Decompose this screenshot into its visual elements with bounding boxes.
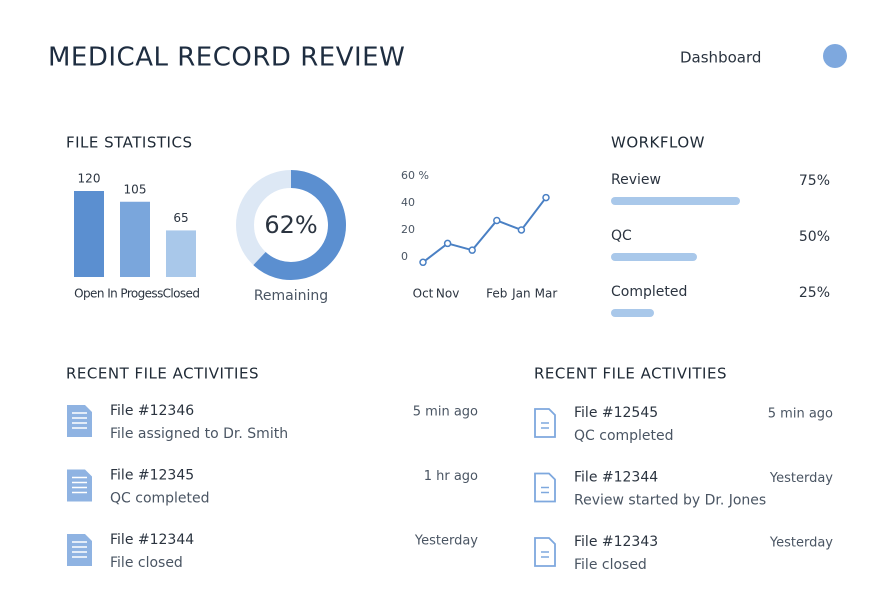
y-tick-label: 60 % xyxy=(401,169,429,182)
progress-bar xyxy=(611,253,697,261)
bar-value: 105 xyxy=(124,182,147,196)
workflow-value: 50% xyxy=(799,229,830,245)
file-icon xyxy=(67,405,92,437)
bar-label: Open xyxy=(74,287,104,301)
line-point xyxy=(443,239,452,248)
line-point xyxy=(517,226,526,234)
nav-link[interactable]: Dashboard xyxy=(680,49,761,67)
activity-text: File closed xyxy=(574,557,647,573)
line xyxy=(422,196,547,264)
section-title: FILE STATISTICS xyxy=(66,134,192,152)
section-title: WORKFLOW xyxy=(611,134,705,152)
workflow-value: 25% xyxy=(799,285,830,301)
bar-label: In Progess xyxy=(107,287,163,301)
file-icon xyxy=(67,469,92,502)
activity-text: QC completed xyxy=(110,491,210,507)
donut-label: Remaining xyxy=(254,288,328,304)
y-tick-label: 0 xyxy=(401,250,408,263)
line-point xyxy=(419,258,427,267)
workflow-label: QC xyxy=(611,228,632,244)
activity-text: QC completed xyxy=(574,428,674,444)
activity-file: File #12343 xyxy=(574,534,658,550)
y-tick-label: 40 xyxy=(401,196,415,209)
bar-value: 65 xyxy=(173,211,188,225)
file-icon xyxy=(67,534,92,566)
x-tick-label: Mar xyxy=(535,287,558,301)
line-point xyxy=(493,216,501,225)
activity-file: File #12344 xyxy=(574,470,658,486)
bar xyxy=(74,191,104,277)
bar-value: 120 xyxy=(78,172,101,186)
x-tick-label: Nov xyxy=(436,287,459,301)
line-point xyxy=(468,246,476,254)
avatar[interactable] xyxy=(823,44,847,68)
activity-time: Yesterday xyxy=(769,471,833,486)
section-title: RECENT FILE ACTIVITIES xyxy=(534,365,727,383)
workflow-label: Review xyxy=(611,172,661,188)
line-point xyxy=(542,193,550,202)
progress-bar xyxy=(611,309,654,317)
activity-file: File #12346 xyxy=(110,403,194,419)
activity-time: 5 min ago xyxy=(768,407,833,422)
progress-bar xyxy=(611,197,740,205)
activity-text: Review started by Dr. Jones xyxy=(574,493,766,509)
activity-file: File #12345 xyxy=(110,468,194,484)
activity-time: 5 min ago xyxy=(413,405,478,420)
section-title: RECENT FILE ACTIVITIES xyxy=(66,365,259,383)
bar-label: Closed xyxy=(163,287,200,301)
activity-time: Yesterday xyxy=(769,536,833,551)
bar xyxy=(120,201,150,277)
y-tick-label: 20 xyxy=(401,223,415,236)
page-title: MEDICAL RECORD REVIEW xyxy=(48,43,405,73)
activity-time: Yesterday xyxy=(414,534,478,549)
activity-time: 1 hr ago xyxy=(424,469,478,484)
activity-text: File assigned to Dr. Smith xyxy=(110,426,288,442)
activity-file: File #12344 xyxy=(110,532,194,548)
x-tick-label: Jan xyxy=(511,287,531,301)
activity-text: File closed xyxy=(110,555,183,571)
bar xyxy=(166,230,196,277)
donut-segment xyxy=(253,170,346,280)
x-tick-label: Feb xyxy=(486,287,507,301)
activity-file: File #12545 xyxy=(574,405,658,421)
donut-value: 62% xyxy=(264,211,317,239)
workflow-value: 75% xyxy=(799,173,830,189)
workflow-label: Completed xyxy=(611,284,687,300)
x-tick-label: Oct xyxy=(413,287,434,301)
